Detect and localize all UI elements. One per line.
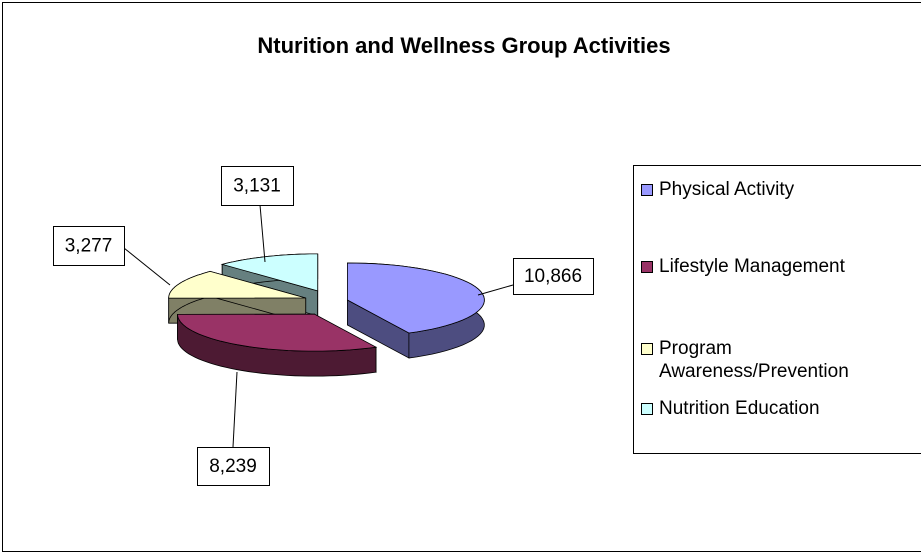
data-label-box <box>197 447 270 486</box>
data-label-box <box>53 226 125 266</box>
slice <box>168 270 306 299</box>
legend-label: Lifestyle Management <box>659 256 845 277</box>
data-label-box <box>221 166 294 206</box>
data-label-box <box>513 258 594 295</box>
legend-swatch <box>641 403 653 415</box>
legend: Physical Activity Lifestyle Management Pro… <box>633 165 921 454</box>
data-label: 3,277 <box>65 236 113 257</box>
legend-label: Nutrition Education <box>659 398 820 419</box>
slice <box>177 313 378 377</box>
legend-label: Program Awareness/Prevention <box>659 338 849 382</box>
leader-line <box>123 247 171 286</box>
slice <box>177 313 378 352</box>
legend-swatch <box>641 261 653 273</box>
slice <box>347 262 485 334</box>
legend-entry: Physical Activity <box>641 178 913 201</box>
data-label: 3,131 <box>233 176 281 197</box>
data-label: 8,239 <box>209 456 257 477</box>
legend-entry: Program Awareness/Prevention <box>641 337 913 383</box>
leader-line <box>259 204 266 263</box>
legend-swatch <box>641 343 653 355</box>
legend-label: Physical Activity <box>659 179 795 200</box>
leader-line <box>477 284 514 296</box>
slice <box>347 262 485 359</box>
chart-title: Nturition and Wellness Group Activities <box>257 33 670 58</box>
legend-swatch <box>641 184 653 196</box>
legend-entry: Lifestyle Management <box>641 255 913 278</box>
leader-line <box>232 371 238 448</box>
legend-entry: Nutrition Education <box>641 397 913 420</box>
slice <box>220 253 319 292</box>
data-label: 10,866 <box>524 266 582 287</box>
